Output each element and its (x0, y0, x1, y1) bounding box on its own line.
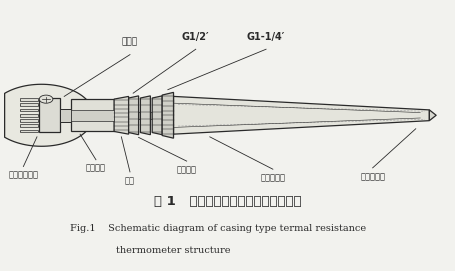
Polygon shape (20, 104, 38, 106)
Text: G1-1/4′: G1-1/4′ (247, 33, 285, 43)
Polygon shape (39, 98, 60, 132)
Polygon shape (20, 130, 38, 132)
Text: 压接式: 压接式 (122, 37, 138, 47)
Polygon shape (71, 99, 114, 131)
Polygon shape (20, 109, 38, 111)
Polygon shape (20, 98, 38, 101)
Polygon shape (162, 92, 173, 138)
Text: 温度计套管: 温度计套管 (260, 173, 285, 182)
Text: G1/2′: G1/2′ (182, 33, 210, 43)
Polygon shape (5, 84, 94, 146)
Text: 图 1   套管式热电阻温度计结构示意图: 图 1 套管式热电阻温度计结构示意图 (154, 195, 301, 208)
Polygon shape (20, 114, 38, 117)
Text: 温度传感器: 温度传感器 (360, 172, 385, 181)
Polygon shape (141, 96, 151, 135)
Polygon shape (152, 96, 162, 135)
Text: Fig.1    Schematic diagram of casing type termal resistance: Fig.1 Schematic diagram of casing type t… (71, 224, 366, 233)
Circle shape (39, 95, 53, 103)
Polygon shape (20, 119, 38, 122)
Polygon shape (114, 96, 129, 134)
Text: 活接: 活接 (125, 176, 135, 185)
Polygon shape (60, 109, 71, 122)
Polygon shape (129, 96, 139, 135)
Polygon shape (129, 112, 162, 119)
Polygon shape (20, 124, 38, 127)
Text: 连接螺丝: 连接螺丝 (177, 165, 197, 174)
Polygon shape (430, 110, 436, 121)
Text: 上保护管: 上保护管 (86, 164, 106, 173)
Text: 不锈钢接线盒: 不锈钢接线盒 (8, 170, 38, 180)
Text: thermometer structure: thermometer structure (116, 246, 230, 254)
Polygon shape (71, 110, 114, 121)
Polygon shape (173, 96, 430, 134)
